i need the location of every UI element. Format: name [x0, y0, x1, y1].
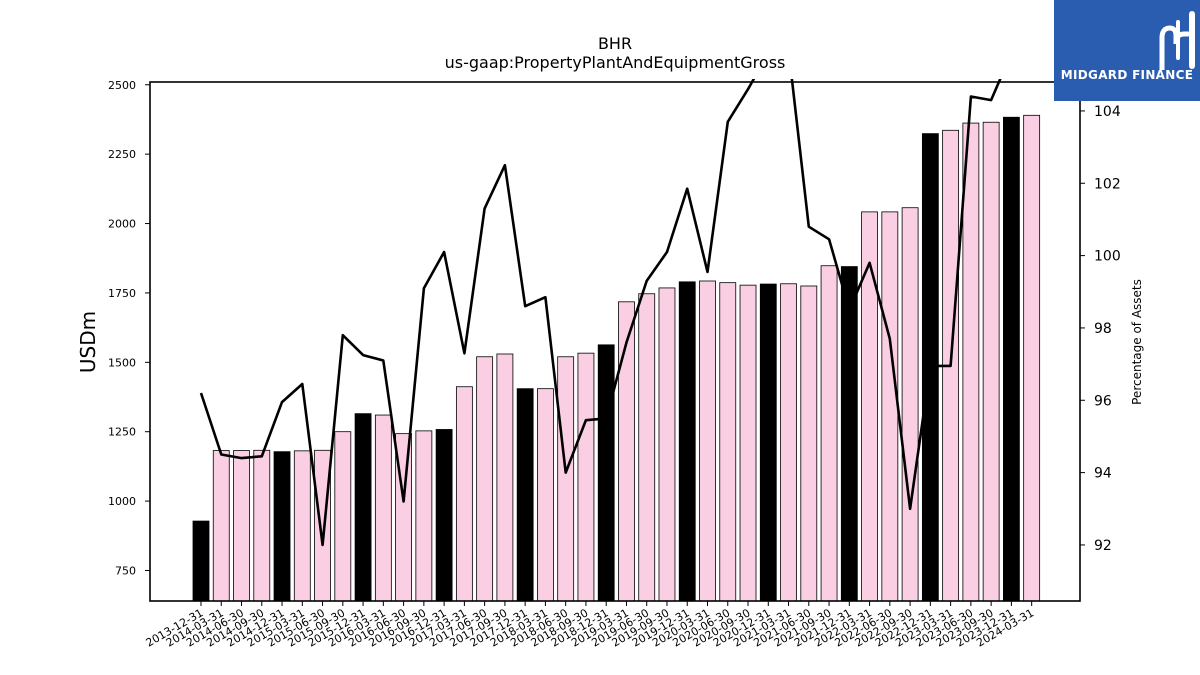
bar [962, 122, 980, 602]
y2-tick-label: 94 [1094, 466, 1112, 482]
y2-tick-label: 104 [1094, 104, 1121, 120]
bar [415, 430, 433, 602]
bar [435, 429, 453, 602]
y-axis-right: 92 94 96 98 100 102 104 [1080, 104, 1121, 554]
bar [597, 344, 615, 602]
y2-tick-label: 92 [1094, 538, 1112, 554]
bar [334, 431, 352, 602]
bar [496, 353, 514, 602]
y-tick-label: 750 [115, 564, 136, 577]
bar [840, 266, 858, 602]
y-tick-label: 1000 [108, 495, 136, 508]
y2-tick-label: 100 [1094, 249, 1121, 265]
y-axis-left: 750 1000 1250 1500 1750 2000 2250 2500 [108, 79, 150, 577]
series-line [199, 79, 1002, 547]
y-tick-label: 1250 [108, 426, 136, 439]
logo-text: MIDGARD FINANCE [1060, 68, 1194, 82]
bar [273, 451, 291, 602]
bar [233, 450, 250, 602]
line-group [199, 79, 1002, 547]
bar [658, 287, 676, 602]
chart-subtitle: us-gaap:PropertyPlantAndEquipmentGross [445, 53, 786, 72]
y2-tick-label: 98 [1094, 321, 1112, 337]
bar [739, 284, 757, 602]
bar [1003, 116, 1020, 602]
bar [577, 352, 595, 602]
bar [638, 293, 656, 602]
y-axis-label: USDm [76, 311, 100, 373]
bar [293, 450, 311, 602]
bar [901, 207, 919, 602]
bar [780, 283, 797, 602]
bar [374, 414, 392, 602]
bar [476, 356, 494, 602]
y-tick-label: 2250 [108, 148, 136, 161]
bar [800, 285, 818, 602]
bar [678, 281, 696, 602]
y-tick-label: 2000 [108, 218, 136, 231]
y2-tick-label: 96 [1094, 393, 1112, 409]
bar [516, 388, 534, 602]
bar [314, 449, 331, 602]
bar [759, 283, 777, 602]
y-tick-label: 1500 [108, 356, 136, 369]
bar [982, 121, 1000, 602]
y-tick-label: 2500 [108, 79, 136, 92]
bar [537, 388, 554, 602]
plot-frame [149, 81, 1081, 602]
bars-group [192, 114, 1041, 602]
bar [881, 211, 899, 602]
bar [557, 356, 575, 602]
y-tick-label: 1750 [108, 287, 136, 300]
bar [820, 265, 838, 602]
bar [455, 386, 473, 602]
y2-tick-label: 102 [1094, 176, 1121, 192]
bar [192, 520, 210, 602]
bar [253, 449, 271, 602]
bar [1023, 114, 1041, 602]
bar [719, 282, 737, 602]
bar [861, 211, 878, 602]
bar [354, 413, 372, 602]
bar [699, 280, 716, 602]
midgard-logo-icon [1159, 11, 1195, 70]
logo: MIDGARD FINANCE [1054, 0, 1200, 101]
y2-axis-label: Percentage of Assets [1130, 279, 1144, 405]
chart-title: BHR [598, 34, 632, 53]
x-axis: 2013-12-312014-03-312014-06-302014-09-30… [144, 601, 1036, 650]
bar [212, 450, 230, 602]
